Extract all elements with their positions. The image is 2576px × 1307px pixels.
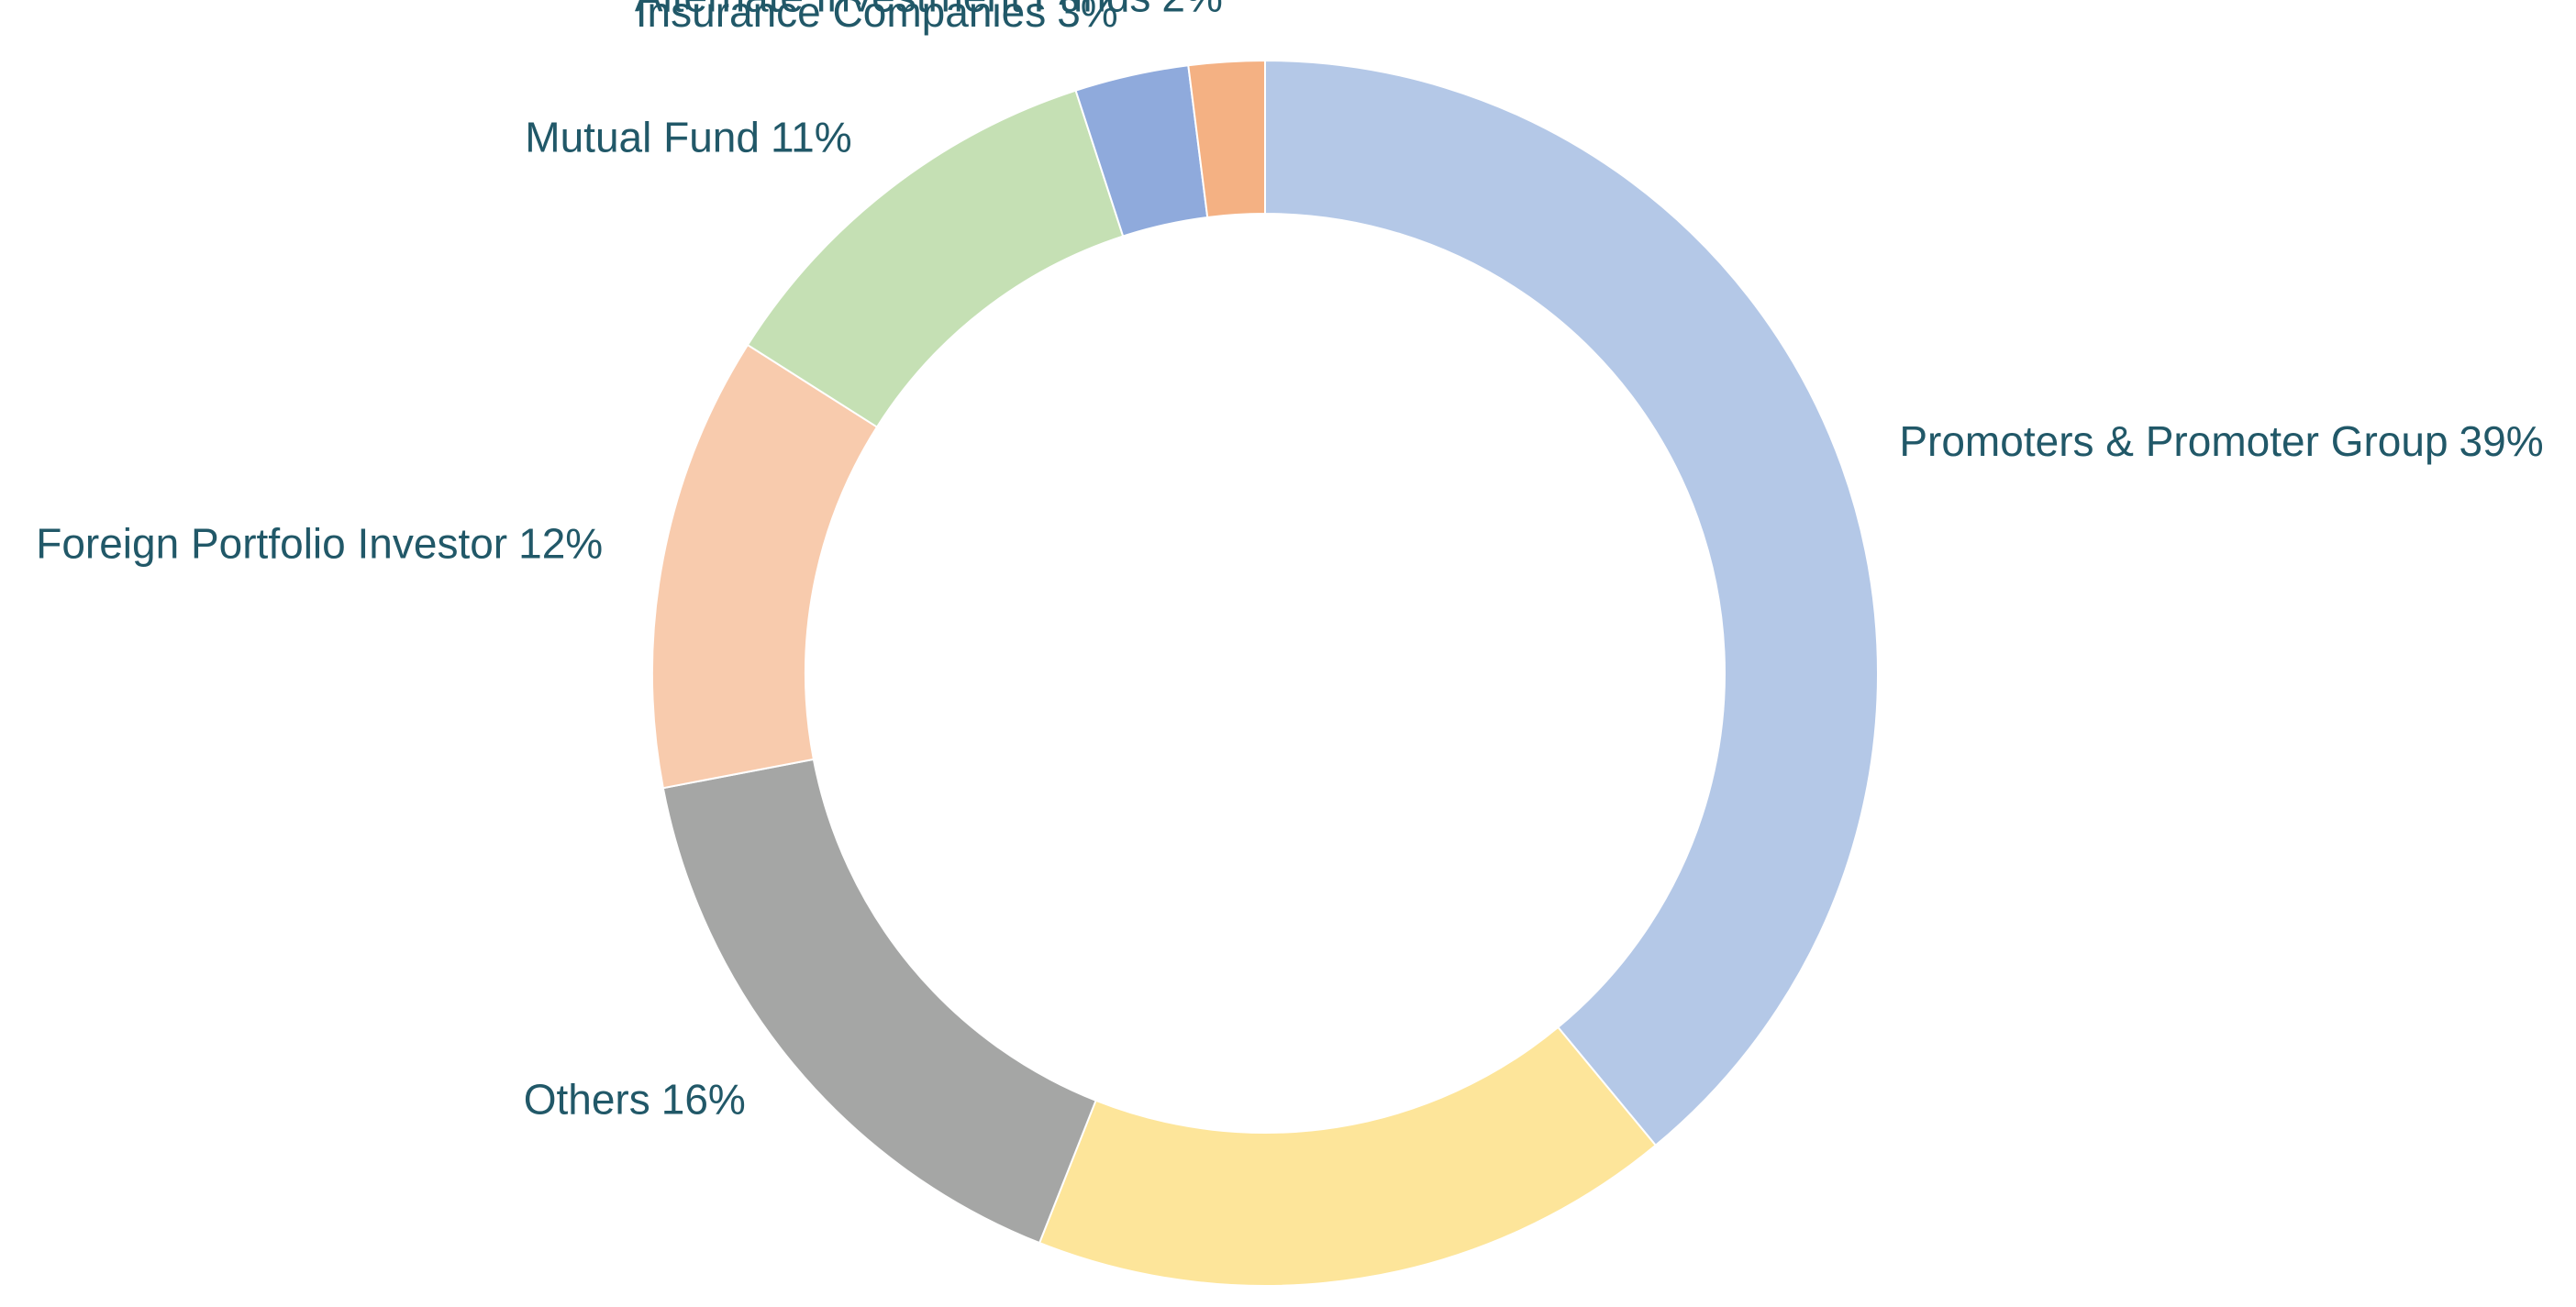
slice-label-value: 39% [2459, 417, 2544, 465]
slice-label-name: Foreign Portfolio Investor [36, 519, 507, 567]
slice-label: Insurance Companies 3% [636, 0, 1118, 36]
donut-slice [661, 758, 1097, 1245]
slice-label-name: Promoters & Promoter Group [1899, 417, 2448, 465]
slice-label: Others 16% [524, 1076, 746, 1124]
slice-label-value: 11% [771, 114, 852, 161]
slice-label-name: Alternate Investment Funds [635, 0, 1151, 21]
slice-label-value: 12% [518, 519, 603, 567]
donut-slice [1187, 59, 1266, 219]
slice-label: Foreign Portfolio Investor 12% [36, 519, 603, 567]
slice-label: Promoters & Promoter Group 39% [1899, 417, 2543, 465]
slice-label-name: Others [524, 1076, 650, 1124]
slice-label-name: Mutual Fund [525, 114, 760, 161]
slice-label-value: 2% [1161, 0, 1222, 21]
slice-label-value: 3% [1057, 0, 1117, 36]
donut-slice [1264, 59, 1879, 1147]
slice-label-name: Insurance Companies [636, 0, 1046, 36]
donut-slice [651, 343, 879, 790]
donut-slice [1038, 1025, 1658, 1287]
slice-label-value: 16% [661, 1076, 746, 1124]
slice-label: Alternate Investment Funds 2% [635, 0, 1223, 21]
slice-label: Mutual Fund 11% [525, 114, 851, 161]
